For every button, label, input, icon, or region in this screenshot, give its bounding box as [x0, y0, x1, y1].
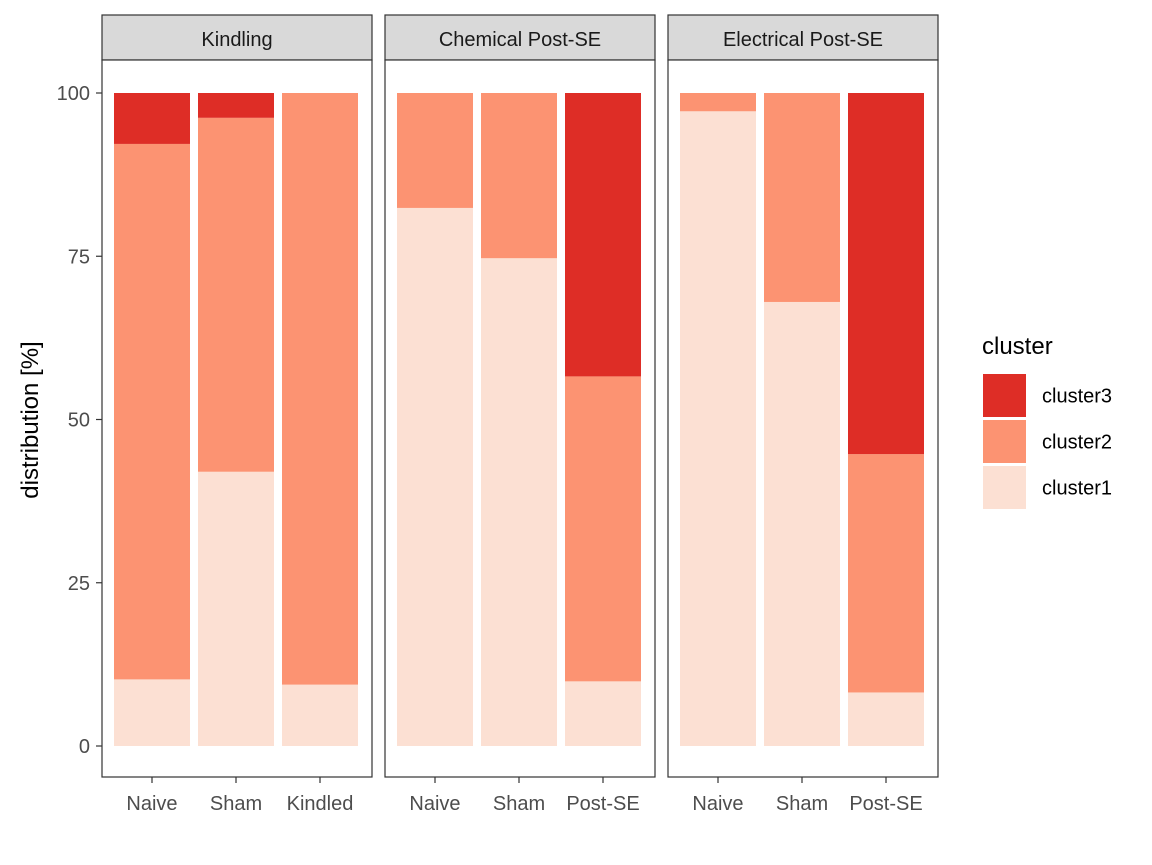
- bar-segment-cluster1: [481, 258, 557, 746]
- bar-segment-cluster1: [680, 111, 756, 746]
- facet-strip-label: Kindling: [201, 29, 272, 51]
- legend-key-cluster1: [983, 466, 1026, 509]
- bar-segment-cluster2: [282, 93, 358, 685]
- panel-border: [101, 59, 373, 778]
- bar-segment-cluster2: [680, 93, 756, 112]
- facet-strip-label: Electrical Post-SE: [723, 29, 883, 51]
- x-tick-label: Sham: [210, 793, 262, 815]
- y-tick-label: 75: [68, 246, 90, 268]
- bar-segment-cluster3: [565, 93, 641, 377]
- bar-segment-cluster1: [397, 207, 473, 747]
- legend-key-cluster2: [983, 420, 1026, 463]
- y-axis: 0 25 50 75 100: [57, 83, 102, 758]
- facet-strip: [384, 14, 656, 61]
- panel-border: [667, 59, 939, 778]
- facet-panel: Electrical Post-SE Naive Sham Post-SE: [667, 14, 939, 815]
- y-tick-label: 25: [68, 573, 90, 595]
- bar-segment-cluster3: [198, 93, 274, 118]
- legend: cluster cluster3 cluster2 cluster1: [982, 333, 1112, 509]
- facet-strip: [667, 14, 939, 61]
- bar-segment-cluster1: [764, 301, 840, 746]
- x-tick-label: Sham: [493, 793, 545, 815]
- facet-panels: Kindling Naive Sham Kindled Chemical Post-SE…: [101, 14, 939, 815]
- bar-segment-cluster2: [565, 376, 641, 682]
- bar-segment-cluster1: [198, 471, 274, 746]
- x-tick-label: Post-SE: [849, 793, 922, 815]
- x-tick-label: Sham: [776, 793, 828, 815]
- facet-strip: [101, 14, 373, 61]
- bar-segment-cluster3: [114, 93, 190, 144]
- facet-panel: Chemical Post-SE Naive Sham Post-SE: [384, 14, 656, 815]
- bar-segment-cluster1: [565, 681, 641, 746]
- legend-key-cluster3: [983, 374, 1026, 417]
- bar-segment-cluster1: [282, 684, 358, 746]
- x-tick-label: Naive: [692, 793, 743, 815]
- facet-panel: Kindling Naive Sham Kindled: [101, 14, 373, 815]
- bar-segment-cluster1: [848, 692, 924, 746]
- bar-segment-cluster2: [114, 143, 190, 680]
- y-tick-label: 0: [79, 736, 90, 758]
- y-axis-label: distribution [%]: [17, 341, 44, 498]
- x-tick-label: Naive: [409, 793, 460, 815]
- legend-label: cluster3: [1042, 386, 1112, 408]
- x-tick-label: Kindled: [287, 793, 354, 815]
- bar-segment-cluster3: [848, 93, 924, 455]
- panel-border: [384, 59, 656, 778]
- bar-segment-cluster2: [198, 117, 274, 472]
- bar-segment-cluster2: [848, 454, 924, 693]
- bar-segment-cluster2: [481, 93, 557, 259]
- x-tick-label: Post-SE: [566, 793, 639, 815]
- bar-segment-cluster2: [764, 93, 840, 302]
- x-tick-label: Naive: [126, 793, 177, 815]
- bar-segment-cluster2: [397, 93, 473, 208]
- bar-segment-cluster1: [114, 679, 190, 746]
- facet-strip-label: Chemical Post-SE: [439, 29, 601, 51]
- y-tick-label: 50: [68, 410, 90, 432]
- y-tick-label: 100: [57, 83, 90, 105]
- legend-title: cluster: [982, 333, 1053, 360]
- legend-label: cluster1: [1042, 478, 1112, 500]
- legend-label: cluster2: [1042, 432, 1112, 454]
